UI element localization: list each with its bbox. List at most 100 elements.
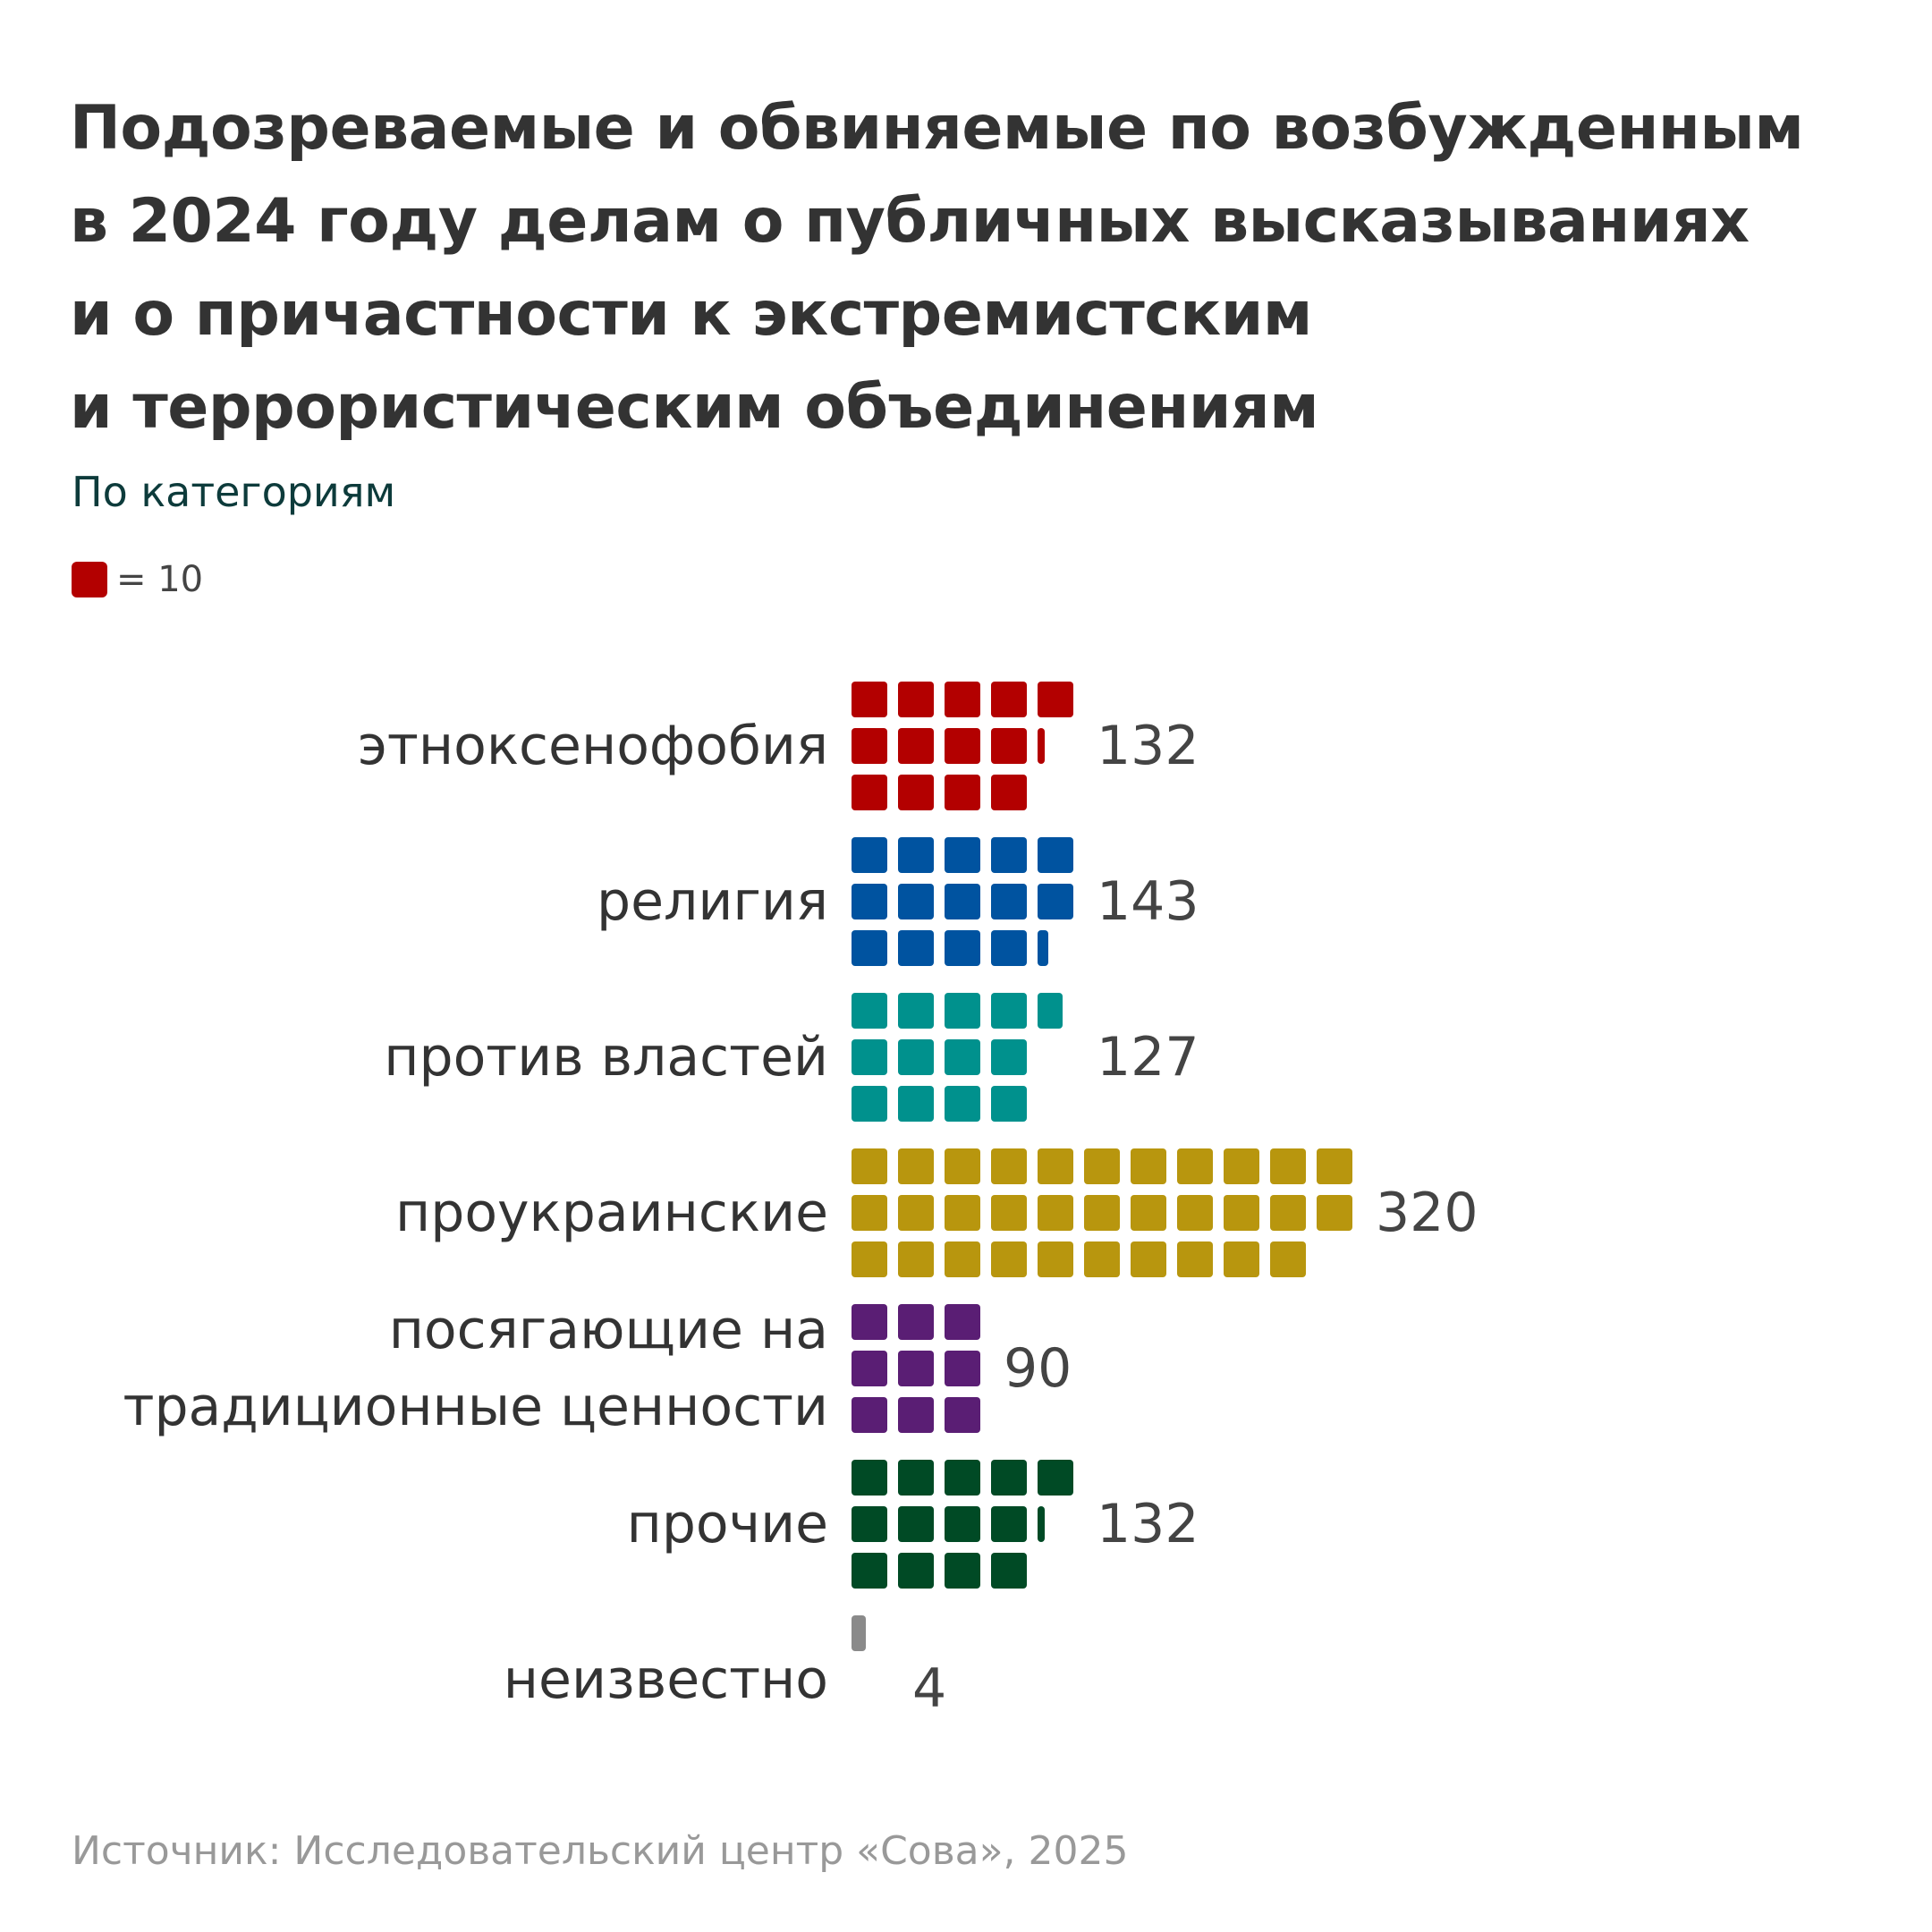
category-group: неизвестно 4 xyxy=(504,1615,946,1720)
waffle-square xyxy=(945,993,980,1029)
category-label: традиционные ценности xyxy=(123,1376,829,1438)
waffle-square xyxy=(1131,1195,1166,1231)
waffle-square xyxy=(1038,837,1073,873)
waffle-square xyxy=(1038,682,1073,717)
category-label: проукраинские xyxy=(395,1182,828,1244)
waffle-square xyxy=(898,682,934,717)
waffle-square xyxy=(1131,1148,1166,1184)
waffle-square xyxy=(1270,1241,1306,1277)
waffle-square xyxy=(945,1351,980,1386)
waffle-square xyxy=(852,728,887,764)
waffle-square xyxy=(898,1351,934,1386)
waffle-square xyxy=(898,1506,934,1542)
value-label: 132 xyxy=(1097,1493,1199,1555)
waffle-square xyxy=(898,1241,934,1277)
waffle-square xyxy=(898,1086,934,1122)
waffle-square xyxy=(852,1195,887,1231)
waffle-square xyxy=(852,775,887,810)
waffle-square xyxy=(1317,1195,1352,1231)
waffle-square xyxy=(1084,1195,1120,1231)
waffle-square xyxy=(945,1506,980,1542)
waffle-square xyxy=(945,1086,980,1122)
category-label: религия xyxy=(597,870,828,933)
waffle-square xyxy=(1038,884,1073,919)
waffle-square xyxy=(898,1195,934,1231)
waffle-square xyxy=(945,728,980,764)
source-note: Источник: Исследовательский центр «Сова»… xyxy=(72,1828,1129,1874)
legend-swatch xyxy=(72,562,107,597)
value-label: 320 xyxy=(1376,1182,1479,1244)
waffle-square xyxy=(945,930,980,966)
category-label: против властей xyxy=(384,1026,828,1089)
waffle-partial-square xyxy=(1038,993,1063,1029)
waffle-square xyxy=(898,1039,934,1075)
waffle-square xyxy=(991,993,1027,1029)
waffle-square xyxy=(991,1460,1027,1496)
waffle-square xyxy=(1177,1195,1213,1231)
waffle-square xyxy=(1084,1148,1120,1184)
value-label: 143 xyxy=(1097,870,1199,933)
category-label: неизвестно xyxy=(504,1648,828,1711)
waffle-square xyxy=(898,884,934,919)
waffle-square xyxy=(1038,1241,1073,1277)
value-label: 127 xyxy=(1097,1026,1199,1089)
waffle-partial-square xyxy=(1038,728,1045,764)
waffle-square xyxy=(991,1195,1027,1231)
waffle-square xyxy=(945,775,980,810)
waffle-square xyxy=(898,728,934,764)
waffle-square xyxy=(852,1351,887,1386)
waffle-square xyxy=(852,930,887,966)
waffle-square xyxy=(945,1460,980,1496)
waffle-square xyxy=(991,837,1027,873)
category-group: этноксенофобия 132 xyxy=(358,682,1199,810)
waffle-square xyxy=(852,1304,887,1340)
waffle-square xyxy=(898,1553,934,1589)
waffle-square xyxy=(991,1241,1027,1277)
chart-title-line: в 2024 году делам о публичных высказыван… xyxy=(70,186,1750,257)
waffle-square xyxy=(1131,1241,1166,1277)
waffle-square xyxy=(991,728,1027,764)
waffle-square xyxy=(945,1304,980,1340)
waffle-square xyxy=(945,1148,980,1184)
waffle-square xyxy=(1038,1460,1073,1496)
waffle-square xyxy=(991,1506,1027,1542)
waffle-square xyxy=(898,993,934,1029)
waffle-square xyxy=(1038,1148,1073,1184)
waffle-square xyxy=(852,1148,887,1184)
category-group: проукраинские 320 xyxy=(395,1148,1479,1277)
waffle-square xyxy=(1224,1148,1259,1184)
waffle-square xyxy=(1270,1195,1306,1231)
waffle-square xyxy=(991,1148,1027,1184)
waffle-square xyxy=(852,884,887,919)
waffle-square xyxy=(945,1195,980,1231)
category-group: против властей 127 xyxy=(384,993,1199,1122)
waffle-square xyxy=(898,1304,934,1340)
waffle-square xyxy=(945,1241,980,1277)
waffle-square xyxy=(1177,1241,1213,1277)
waffle-square xyxy=(898,1397,934,1433)
category-group: прочие 132 xyxy=(627,1460,1199,1589)
category-label: прочие xyxy=(627,1493,828,1555)
waffle-square xyxy=(991,1039,1027,1075)
waffle-square xyxy=(1224,1241,1259,1277)
waffle-square xyxy=(1038,1195,1073,1231)
category-label: этноксенофобия xyxy=(358,715,828,777)
waffle-square xyxy=(1224,1195,1259,1231)
category-group: религия 143 xyxy=(597,837,1199,966)
waffle-square xyxy=(852,1460,887,1496)
waffle-partial-square xyxy=(1038,1506,1045,1542)
legend: = 10 xyxy=(72,555,203,605)
category-label: посягающие на xyxy=(389,1299,828,1361)
waffle-square xyxy=(852,1553,887,1589)
waffle-square xyxy=(852,1039,887,1075)
value-label: 4 xyxy=(912,1657,946,1720)
waffle-square xyxy=(898,930,934,966)
waffle-square xyxy=(945,682,980,717)
waffle-square xyxy=(1317,1148,1352,1184)
waffle-square xyxy=(991,682,1027,717)
waffle-square xyxy=(852,1241,887,1277)
waffle-square xyxy=(1177,1148,1213,1184)
waffle-square xyxy=(945,1397,980,1433)
category-group: посягающие на традиционные ценности 90 xyxy=(123,1299,1072,1438)
